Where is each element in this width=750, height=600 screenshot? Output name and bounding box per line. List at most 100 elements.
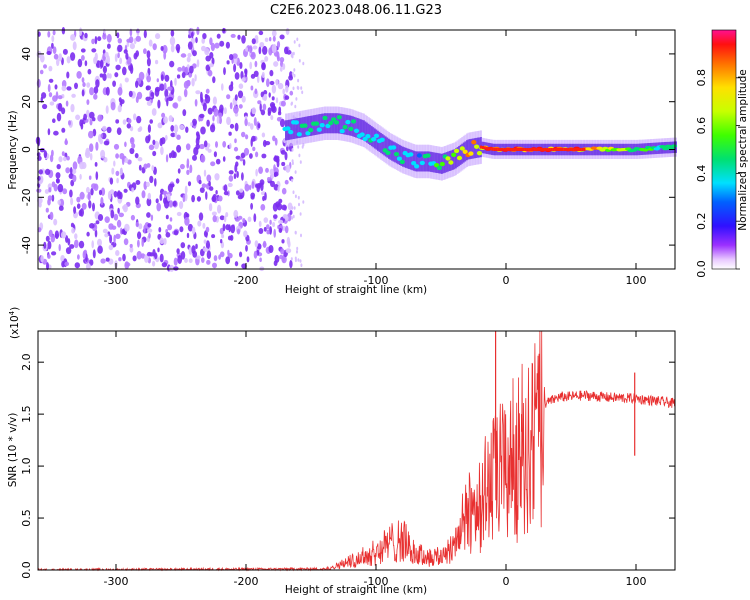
track-core [507,148,510,151]
noise-blob [129,147,135,155]
noise-blob [192,118,197,126]
track-core [569,148,572,151]
noise-blob [57,199,61,205]
noise-blob [91,183,97,190]
y-tick-label: 1.5 [20,405,33,423]
track-core [495,148,498,151]
track-band [398,144,401,165]
noise-blob [52,118,56,123]
noise-blob [187,41,193,50]
noise-blob [254,88,258,95]
noise-blob [145,181,150,188]
noise-blob [39,69,44,75]
noise-blob [106,126,112,134]
track-band [295,118,298,139]
noise-blob [124,141,127,148]
track-band [355,117,358,138]
noise-blob [176,211,182,217]
noise-blob [198,179,202,185]
noise-blob [289,71,293,79]
noise-blob [297,195,300,200]
track-core [505,148,508,151]
y-tick-label: 20 [20,95,33,109]
noise-blob [45,235,50,242]
track-band [412,150,415,171]
noise-blob [278,219,284,224]
noise-blob [292,51,295,56]
track-band [341,113,344,134]
noise-blob [293,40,296,44]
noise-blob [129,65,134,74]
track-band [356,118,359,139]
noise-blob [191,31,194,39]
noise-blob [299,259,302,263]
noise-blob [151,165,155,172]
track-band [308,116,311,137]
noise-blob [100,197,104,206]
noise-blob [204,48,210,56]
noise-blob [205,88,210,94]
track-core [515,148,518,151]
noise-blob [257,100,262,105]
noise-blob [176,144,182,153]
noise-blob [135,180,141,185]
track-band [338,113,340,134]
noise-blob [154,88,160,97]
track-point [305,131,311,136]
noise-blob [150,214,154,221]
noise-blob [244,118,248,127]
noise-blob [259,42,265,48]
noise-blob [209,52,214,59]
noise-blob [97,36,102,42]
noise-blob [258,30,264,36]
noise-blob [248,184,252,191]
noise-blob [294,104,297,109]
track-band [403,147,406,168]
noise-blob [170,132,176,138]
track-band [455,148,457,169]
noise-blob [201,257,205,263]
noise-blob [90,188,94,196]
noise-blob [146,75,151,83]
noise-blob [207,69,213,77]
noise-blob [296,37,299,42]
noise-blob [116,32,120,39]
noise-blob [274,254,280,263]
noise-blob [52,95,58,102]
noise-blob [212,262,217,269]
track-band [344,114,347,135]
noise-blob [187,181,192,187]
x-tick-label: 100 [626,575,647,588]
noise-blob [240,152,246,159]
track-core [577,148,580,151]
noise-blob [244,183,250,192]
noise-blob [271,43,277,53]
noise-blob [121,228,126,235]
noise-blob [72,41,77,51]
track-point [399,159,405,165]
noise-blob [47,84,51,93]
noise-blob [113,160,116,167]
noise-blob [196,133,201,141]
track-core [483,146,486,150]
noise-blob [236,171,239,178]
noise-blob [266,229,270,235]
track-band [453,149,456,170]
noise-blob [40,54,45,63]
noise-blob [125,52,129,60]
noise-blob [237,90,244,99]
noise-blob [74,233,78,240]
noise-blob [113,143,120,150]
track-point [365,134,371,139]
track-core [567,148,570,151]
noise-blob [233,173,237,180]
track-band [292,118,295,139]
noise-blob [212,215,217,223]
noise-blob [89,259,94,266]
noise-blob [124,77,129,83]
snr-x-label: Height of straight line (km) [285,584,427,596]
track-core [573,148,576,151]
noise-blob [258,182,262,188]
noise-blob [95,141,99,151]
